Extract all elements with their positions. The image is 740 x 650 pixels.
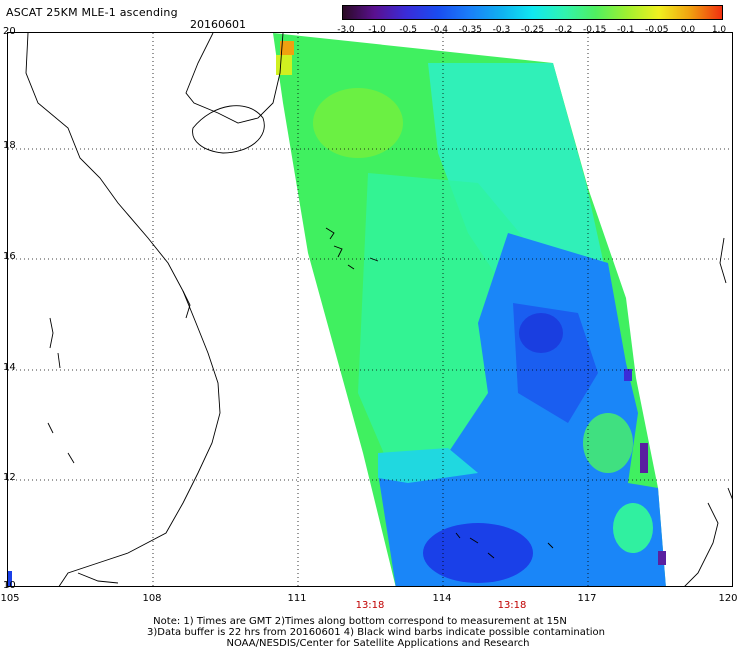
lat-label-20: 20 xyxy=(3,26,16,37)
product-date: 20160601 xyxy=(190,18,246,31)
colorbar-tick-label: -0.4 xyxy=(430,25,449,35)
lat-label-12: 12 xyxy=(3,472,16,483)
time-label: 13:18 xyxy=(497,600,527,611)
colorbar-tick-label: -1.0 xyxy=(368,25,386,35)
colorbar-tick-label: 1.0 xyxy=(711,25,727,35)
lat-label-16: 16 xyxy=(3,251,16,262)
grid xyxy=(8,33,732,586)
lat-label-18: 18 xyxy=(3,140,16,151)
lon-label-120: 120 xyxy=(718,593,738,604)
colorbar-tick-label: -0.3 xyxy=(492,25,511,35)
lon-label-108: 108 xyxy=(142,593,162,604)
lon-label-111: 111 xyxy=(287,593,307,604)
map-svg xyxy=(8,33,732,586)
islands xyxy=(47,317,119,584)
product-title: ASCAT 25KM MLE-1 ascending xyxy=(6,6,178,19)
footer-note-1: Note: 1) Times are GMT 2)Times along bot… xyxy=(153,616,567,627)
colorbar-tick-label: -0.05 xyxy=(645,25,669,35)
lat-label-14: 14 xyxy=(3,362,16,373)
footer-note-2: 3)Data buffer is 22 hrs from 20160601 4)… xyxy=(147,627,605,638)
lat-label-10: 10 xyxy=(3,580,16,591)
map-panel xyxy=(7,32,733,587)
time-label: 13:18 xyxy=(355,600,385,611)
coastline xyxy=(25,33,732,586)
colorbar-tick-label: -0.15 xyxy=(583,25,607,35)
colorbar xyxy=(342,5,723,20)
colorbar-tick-label: -0.5 xyxy=(399,25,417,35)
colorbar-tick-label: -0.25 xyxy=(520,25,545,35)
lon-label-114: 114 xyxy=(432,593,452,604)
colorbar-tick-label: 0.0 xyxy=(680,25,696,35)
lon-label-105: 105 xyxy=(0,593,20,604)
footer-note-3: NOAA/NESDIS/Center for Satellite Applica… xyxy=(226,638,530,649)
swath xyxy=(8,33,666,586)
colorbar-tick-label: -3.0 xyxy=(337,25,355,35)
colorbar-tick-label: -0.35 xyxy=(458,25,482,35)
colorbar-tick-label: -0.1 xyxy=(616,25,635,35)
colorbar-tick-label: -0.2 xyxy=(554,25,573,35)
lon-label-117: 117 xyxy=(577,593,597,604)
